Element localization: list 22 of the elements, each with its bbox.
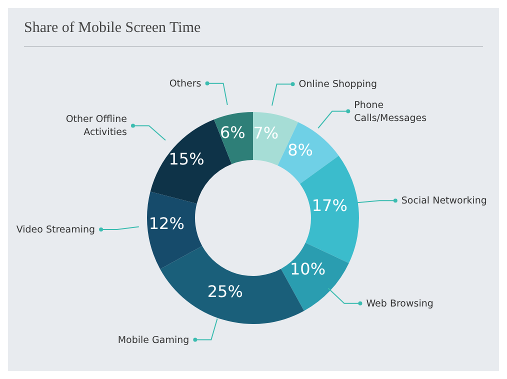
donut-slice xyxy=(278,122,339,184)
data-label: 25% xyxy=(207,282,243,302)
slice-label: Online Shopping xyxy=(298,78,378,90)
slice-label: Mobile Gaming xyxy=(118,334,190,346)
chart-title: Share of Mobile Screen Time xyxy=(24,20,201,37)
data-label: 10% xyxy=(290,260,326,279)
donut-slice xyxy=(280,242,349,311)
data-label: 15% xyxy=(168,149,204,168)
slice-label: Other Offline Activities xyxy=(66,114,128,138)
data-label: 12% xyxy=(148,214,184,233)
donut-slice xyxy=(300,156,359,264)
slice-label: Video Streaming xyxy=(16,224,96,236)
data-label: 7% xyxy=(253,123,279,142)
slice-label: Phone Calls/Messages xyxy=(354,99,427,124)
donut-slice xyxy=(214,112,253,164)
data-label: 6% xyxy=(220,122,246,142)
data-label: 8% xyxy=(288,140,313,160)
slice-label: Social Networking xyxy=(401,195,487,206)
slice-label: Web Browsing xyxy=(366,298,434,309)
data-label: 17% xyxy=(312,196,348,215)
donut-slice xyxy=(147,192,202,270)
slice-label: Others xyxy=(169,78,202,89)
